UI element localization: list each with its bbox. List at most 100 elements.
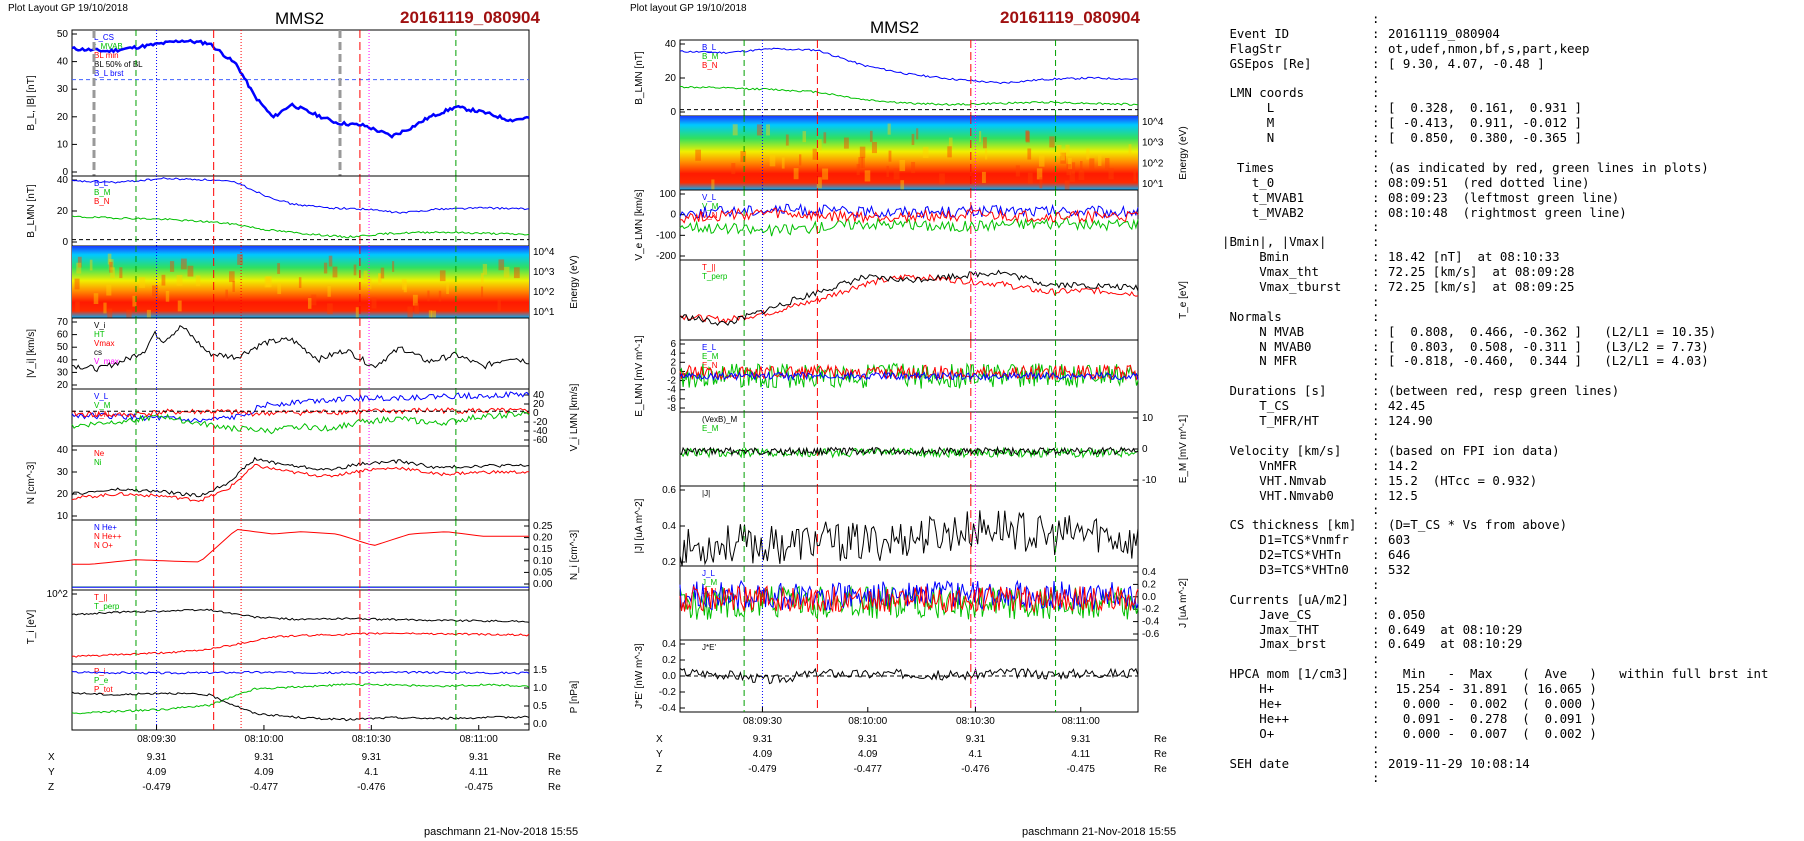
x-tick-label: 08:09:30 bbox=[743, 716, 782, 727]
legend-label: B_L brst bbox=[94, 69, 124, 78]
spectrogram-texture bbox=[513, 267, 520, 279]
position-value: 9.31 bbox=[966, 734, 986, 745]
panel-ylabel: |J| [uA m^-2] bbox=[634, 498, 645, 553]
info-row: : bbox=[1222, 294, 1768, 310]
spectrogram-texture bbox=[132, 295, 137, 307]
spectrogram-texture bbox=[109, 261, 113, 273]
info-row: SEH date:2019-11-29 10:08:14 bbox=[1222, 755, 1768, 772]
legend-label: T_|| bbox=[94, 593, 108, 602]
info-colon: : bbox=[1372, 532, 1380, 548]
position-value: 4.09 bbox=[858, 749, 878, 760]
info-colon: : bbox=[1372, 442, 1380, 458]
y-tick-label-right: 0.05 bbox=[533, 567, 553, 578]
x-tick-label: 08:10:30 bbox=[956, 716, 995, 727]
position-unit: Re bbox=[1154, 734, 1167, 745]
position-value: -0.476 bbox=[357, 782, 386, 793]
info-row: M: [ -0.413, 0.911, -0.012 ] bbox=[1222, 115, 1768, 131]
series-line-b-l bbox=[71, 177, 530, 214]
info-row: Vmax_tburst:72.25 [km/s] at 08:09:25 bbox=[1222, 279, 1768, 295]
spectrogram-texture bbox=[237, 254, 243, 265]
spectrogram-texture bbox=[229, 271, 235, 283]
y-tick-label-right: 10^2 bbox=[533, 287, 555, 298]
spectrogram-texture bbox=[403, 281, 407, 293]
info-key: SEH date bbox=[1222, 755, 1290, 771]
spectrogram-texture bbox=[378, 273, 381, 284]
spectrogram-texture bbox=[371, 297, 377, 309]
info-row: Times: (as indicated by red, green lines … bbox=[1222, 160, 1768, 176]
info-row: : bbox=[1222, 502, 1768, 518]
panel-frame bbox=[679, 259, 1139, 341]
y-tick-label: 0.0 bbox=[662, 671, 676, 682]
legend-label: BL min bbox=[94, 51, 119, 60]
spectrogram-texture bbox=[353, 264, 357, 276]
panel-ylabel: N [cm^-3] bbox=[26, 462, 37, 505]
info-row: Event ID:20161119_080904 bbox=[1222, 25, 1768, 42]
series-line-b-m bbox=[680, 85, 1139, 106]
panel-ylabel: Energy (eV) bbox=[1178, 126, 1189, 179]
info-row: T_CS:42.45 bbox=[1222, 398, 1768, 414]
info-key: Currents [uA/m2] bbox=[1222, 591, 1349, 607]
legend-label: BL 50% of BL bbox=[94, 60, 143, 69]
y-tick-label: 100 bbox=[659, 189, 676, 200]
position-value: 9.31 bbox=[147, 752, 167, 763]
spectrogram-texture bbox=[864, 170, 871, 182]
spectrogram-texture bbox=[119, 267, 123, 279]
legend-label: B_N bbox=[702, 61, 718, 70]
info-value: 0.050 bbox=[1388, 606, 1426, 622]
y-tick-label-right: 10^3 bbox=[1142, 138, 1164, 149]
info-colon: : bbox=[1372, 249, 1380, 265]
info-key: He++ bbox=[1222, 710, 1290, 726]
info-colon: : bbox=[1372, 725, 1380, 741]
spectrogram-texture bbox=[1065, 144, 1070, 156]
info-value: (between red, resp green lines) bbox=[1388, 383, 1620, 399]
info-row: : bbox=[1222, 741, 1768, 757]
spectrogram-texture bbox=[75, 301, 80, 313]
y-tick-label: 4 bbox=[670, 348, 676, 359]
info-row: Vmax_tht:72.25 [km/s] at 08:09:28 bbox=[1222, 264, 1768, 280]
series-line-t- bbox=[71, 632, 530, 658]
info-value: 42.45 bbox=[1388, 398, 1426, 414]
info-colon: : bbox=[1372, 55, 1380, 71]
spectrogram-texture bbox=[1066, 164, 1072, 176]
y-tick-label-right: -0.4 bbox=[1142, 617, 1160, 628]
info-row: LMN coords: bbox=[1222, 86, 1768, 101]
position-value: 9.31 bbox=[753, 734, 773, 745]
info-row: CS thickness [km]: (D=T_CS * Vs from abov… bbox=[1222, 517, 1768, 533]
y-tick-label-right: -0.2 bbox=[1142, 604, 1160, 615]
y-tick-label: -0.2 bbox=[659, 687, 677, 698]
info-key: Jmax_brst bbox=[1222, 636, 1327, 652]
info-row: : bbox=[1222, 71, 1768, 87]
info-row: D2=TCS*VHTn:646 bbox=[1222, 547, 1768, 563]
spectrogram-texture bbox=[1064, 180, 1070, 192]
spectrogram-texture bbox=[428, 310, 432, 322]
spectrogram-texture bbox=[298, 277, 302, 288]
spectrogram-texture bbox=[922, 146, 929, 158]
panel-frame bbox=[679, 411, 1139, 487]
info-colon: : bbox=[1372, 651, 1380, 667]
y-tick-label-right: 10 bbox=[1142, 413, 1154, 424]
info-colon: : bbox=[1372, 100, 1380, 116]
spectrogram-texture bbox=[871, 142, 877, 154]
legend-label: B_M bbox=[94, 188, 111, 197]
y-tick-label-right: 10^3 bbox=[533, 267, 555, 278]
info-value: [ -0.818, -0.460, 0.344 ] (L2/L1 = 4.03) bbox=[1388, 353, 1709, 369]
y-tick-label-right: 0.5 bbox=[533, 701, 547, 712]
position-unit: Re bbox=[548, 752, 561, 763]
spectrogram-texture bbox=[1027, 172, 1033, 184]
spectrogram-texture bbox=[277, 283, 282, 295]
spectrogram-texture bbox=[195, 275, 201, 287]
y-tick-label-right: 0.15 bbox=[533, 544, 553, 555]
legend-label: E_M bbox=[702, 352, 719, 361]
spectrogram-texture bbox=[781, 157, 785, 169]
info-value: (D=T_CS * Vs from above) bbox=[1388, 517, 1568, 533]
info-row: : bbox=[1222, 771, 1768, 786]
y-tick-label: 30 bbox=[57, 84, 69, 95]
info-colon: : bbox=[1372, 636, 1380, 652]
info-value: 15.2 (HTcc = 0.932) bbox=[1388, 472, 1538, 488]
info-value: 0.000 - 0.002 ( 0.000 ) bbox=[1388, 695, 1597, 711]
y-tick-label: 60 bbox=[57, 330, 69, 341]
panel-ylabel: E_M [mV m^-1] bbox=[1178, 414, 1189, 483]
spectrogram-texture bbox=[503, 266, 510, 278]
info-value: 20161119_080904 bbox=[1388, 25, 1500, 41]
noisy-trace bbox=[679, 579, 1139, 611]
